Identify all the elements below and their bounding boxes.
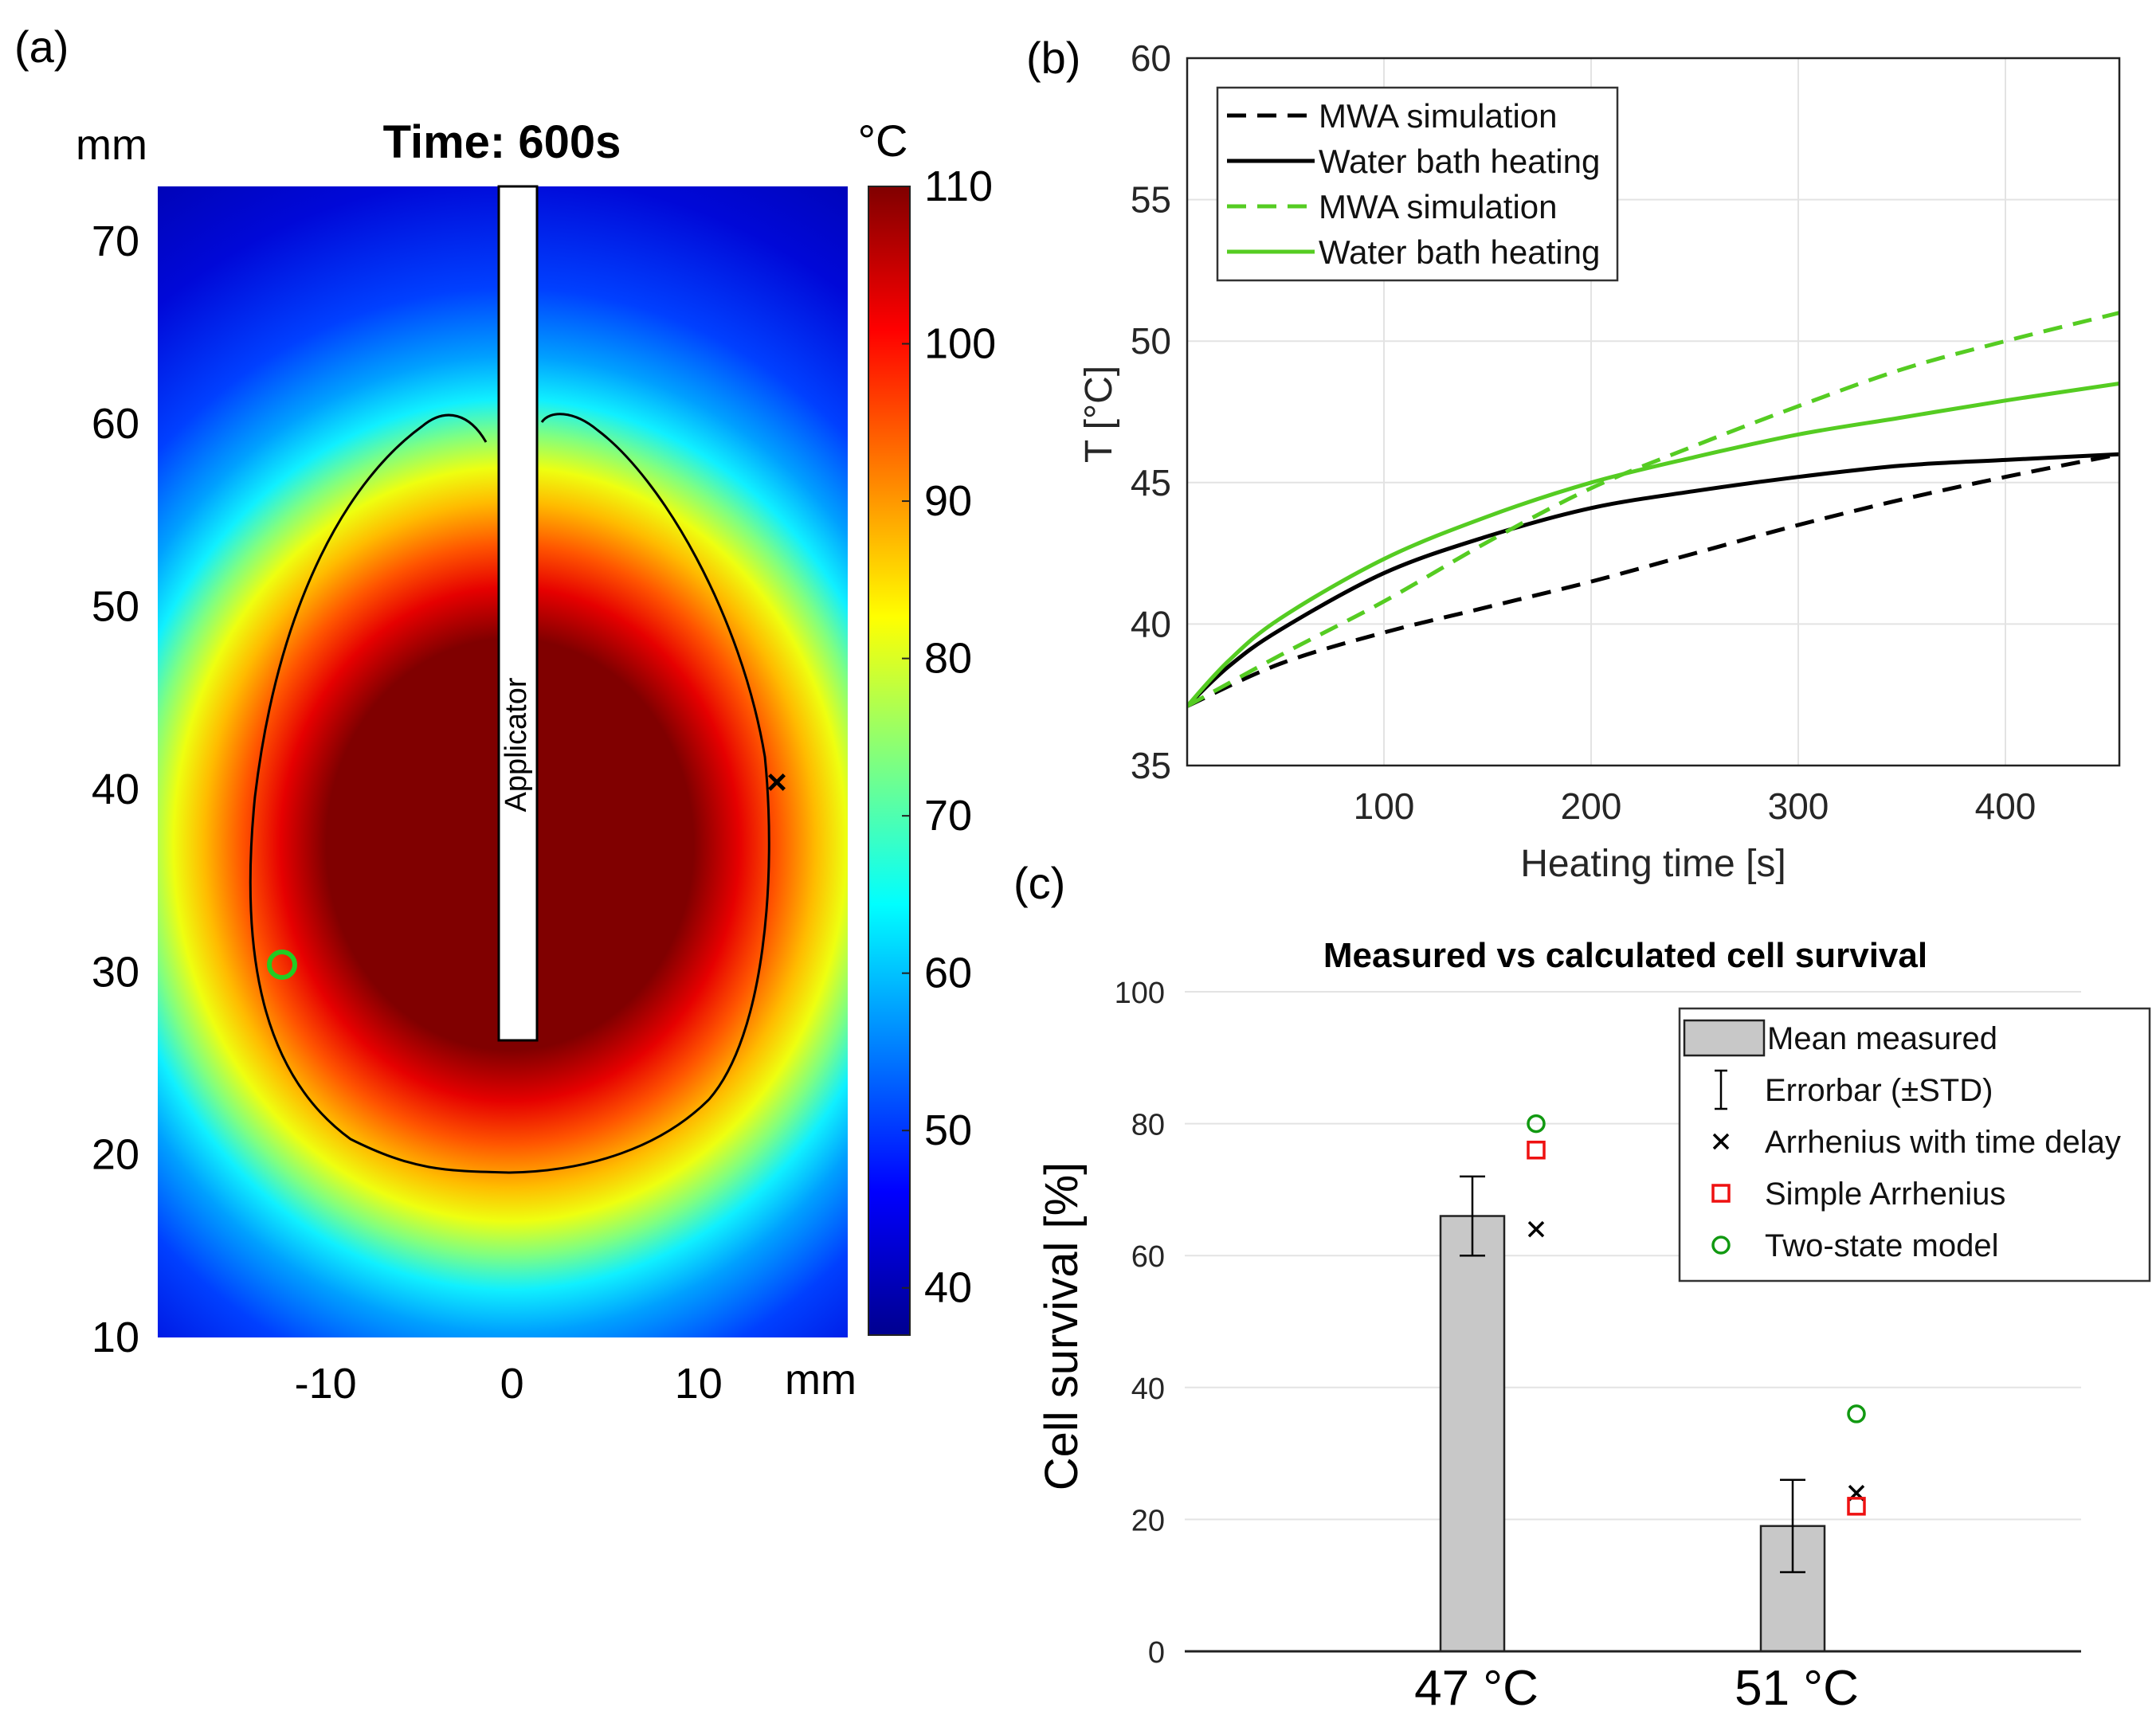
- heatmap-y-tick-label: 40: [92, 766, 139, 813]
- cross-marker: ×: [766, 763, 787, 802]
- marker-simple-arrhenius: [1847, 1497, 1866, 1516]
- bar-legend-label: Simple Arrhenius: [1765, 1177, 2005, 1212]
- line-legend-label: MWA simulation: [1319, 97, 1558, 135]
- bar-chart-ticks: 0 20 40 60 80 100 47 °C 51 °C: [1115, 977, 1859, 1716]
- line-chart-x-tick-label: 100: [1354, 785, 1415, 827]
- heatmap-x-tick-label: 0: [500, 1360, 524, 1408]
- heatmap-y-tick-label: 30: [92, 948, 139, 996]
- line-series-1: [1187, 452, 2119, 708]
- marker-two-state: [1847, 1404, 1866, 1424]
- bar-legend-label: Errorbar (±STD): [1765, 1073, 1993, 1108]
- bar-1: [1439, 1215, 1506, 1653]
- colorbar-tick-label: 40: [924, 1264, 972, 1312]
- panel-label-b: (b): [1026, 33, 1080, 83]
- applicator: [497, 185, 539, 1042]
- heatmap-title: Time: 600s: [383, 116, 621, 168]
- line-series-3: [1187, 311, 2119, 708]
- heatmap-y-tick-label: 20: [92, 1131, 139, 1179]
- bar-chart-y-tick-label: 20: [1131, 1504, 1165, 1537]
- heatmap-panel: Applicator × Time: 600s mm mm 10 20 30 40 50…: [76, 116, 996, 1408]
- line-chart-xlabel: Heating time [s]: [1520, 843, 1786, 885]
- marker-legend-swatch: [1711, 1184, 1731, 1203]
- colorbar-tick-label: 90: [924, 477, 972, 525]
- heatmap-y-tick-label: 70: [92, 217, 139, 265]
- line-chart-y-tick-label: 55: [1131, 179, 1171, 221]
- errorbar-legend-swatch: [1715, 1069, 1727, 1110]
- line-chart-y-tick-label: 50: [1131, 320, 1171, 362]
- heatmap-ylabel: mm: [76, 121, 147, 169]
- line-chart-y-tick-label: 60: [1131, 37, 1171, 79]
- line-chart-ylabel: T [°C]: [1078, 366, 1120, 463]
- colorbar-tick-label: 60: [924, 950, 972, 997]
- bar-legend-label: Two-state model: [1765, 1228, 1998, 1263]
- marker-two-state: [1527, 1114, 1546, 1134]
- heatmap-y-tick-label: 10: [92, 1314, 139, 1361]
- line-legend-label: Water bath heating: [1319, 233, 1600, 271]
- heatmap-x-tick-label: 10: [675, 1360, 723, 1408]
- bar-legend-label: Arrhenius with time delay: [1765, 1125, 2121, 1160]
- bar-chart-y-tick-label: 60: [1131, 1240, 1165, 1274]
- line-chart-legend-box: [1216, 86, 1619, 282]
- bar-chart-title: Measured vs calculated cell survival: [1323, 936, 1927, 975]
- bar-chart-y-tick-label: 100: [1115, 977, 1165, 1010]
- line-chart-y-tick-label: 40: [1131, 603, 1171, 644]
- line-series-2: [1187, 452, 2119, 708]
- colorbar-ticks: 40 50 60 70 80 90 100 110: [902, 163, 996, 1312]
- bar-chart-category-label: 51 °C: [1735, 1661, 1859, 1716]
- line-chart-series: [1187, 311, 2119, 708]
- circle-marker: [267, 950, 297, 980]
- bar-legend-label: Mean measured: [1767, 1021, 1997, 1056]
- colorbar-tick-label: 100: [924, 320, 996, 368]
- line-chart-x-tick-label: 400: [1975, 785, 2036, 827]
- bar-chart-ylabel: Cell survival [%]: [1036, 1162, 1088, 1491]
- line-chart-y-tick-label: 35: [1131, 745, 1171, 786]
- colorbar-tick-label: 80: [924, 635, 972, 683]
- ablation-contour: [249, 413, 770, 1174]
- heatmap-y-tick-label: 50: [92, 583, 139, 631]
- line-legend-label: Water bath heating: [1319, 143, 1600, 180]
- heatmap-xlabel: mm: [785, 1356, 857, 1404]
- line-legend-label: MWA simulation: [1319, 188, 1558, 225]
- line-chart-legend: MWA simulation Water bath heating MWA simu…: [1216, 86, 1619, 282]
- colorbar-tick-label: 70: [924, 792, 972, 840]
- bar-chart-panel: Measured vs calculated cell survival 0 20…: [1036, 936, 2151, 1716]
- line-chart-panel: 100 200 300 400 35 40 45 50 55 60 Heating time [s…: [1078, 37, 2121, 885]
- heatmap-x-tick-label: -10: [295, 1360, 357, 1408]
- line-chart-y-tick-label: 45: [1131, 462, 1171, 503]
- colorbar: [868, 186, 911, 1336]
- colorbar-tick-label: 110: [924, 163, 993, 210]
- colorbar-tick-label: 50: [924, 1106, 972, 1154]
- applicator-label: Applicator: [500, 677, 533, 812]
- line-chart-x-tick-label: 300: [1768, 785, 1829, 827]
- line-chart-x-tick-label: 200: [1561, 785, 1622, 827]
- marker-simple-arrhenius: [1527, 1140, 1546, 1160]
- line-series-4: [1187, 382, 2119, 708]
- panel-label-c: (c): [1013, 858, 1065, 908]
- marker-legend-swatch: [1712, 1133, 1730, 1150]
- bar-chart-y-tick-label: 0: [1148, 1636, 1165, 1670]
- bar-chart-legend: Mean measured Errorbar (±STD) Arrhenius wi…: [1678, 1007, 2151, 1283]
- bar-chart-y-tick-label: 80: [1131, 1109, 1165, 1142]
- heatmap-x-ticks: -10 0 10: [295, 1360, 723, 1408]
- marker-arrhenius-delay: [1527, 1220, 1545, 1238]
- bar-legend-swatch: [1683, 1019, 1766, 1057]
- bar-chart-y-tick-label: 40: [1131, 1373, 1165, 1406]
- bar-chart-category-label: 47 °C: [1414, 1661, 1539, 1716]
- bar-chart-bars: [1439, 1114, 1866, 1653]
- marker-legend-swatch: [1711, 1236, 1731, 1255]
- heatmap-y-tick-label: 60: [92, 400, 139, 448]
- heatmap-y-ticks: 10 20 30 40 50 60 70: [92, 217, 139, 1361]
- panel-label-a: (a): [14, 22, 69, 72]
- line-chart-ticks: 100 200 300 400 35 40 45 50 55 60: [1131, 37, 2036, 827]
- colorbar-label: °C: [858, 116, 908, 166]
